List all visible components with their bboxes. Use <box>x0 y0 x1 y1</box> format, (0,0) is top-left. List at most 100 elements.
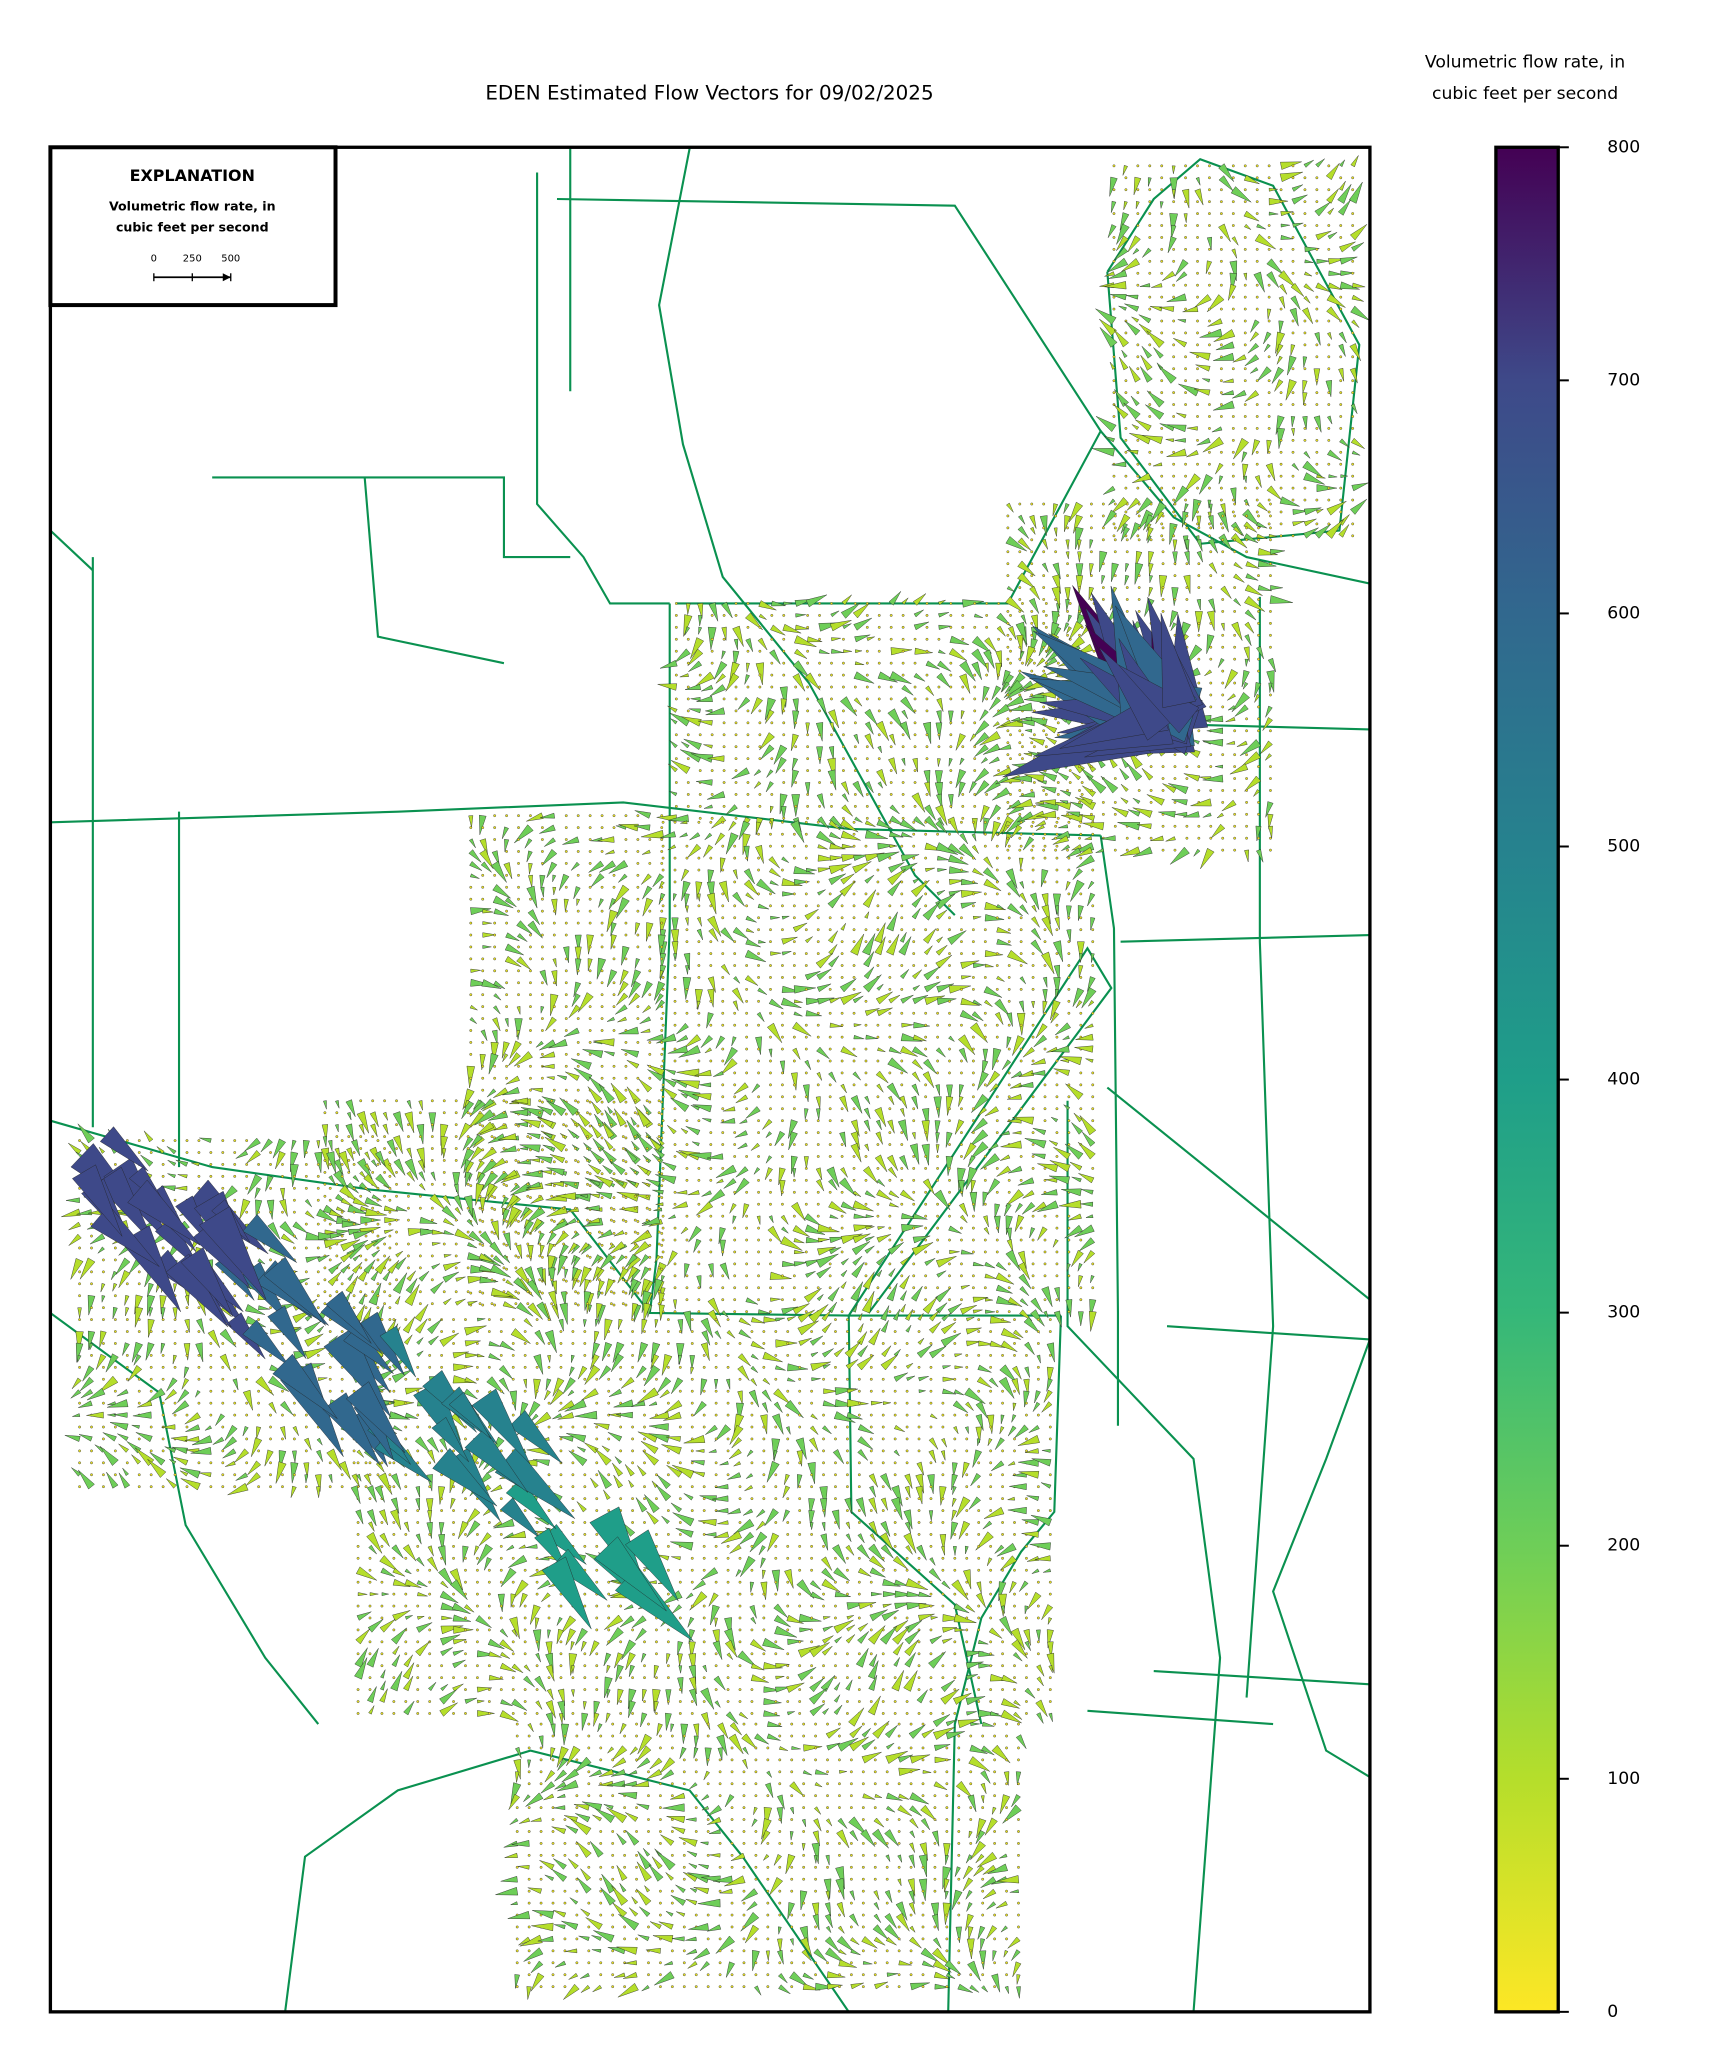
flow-vector <box>888 994 901 1004</box>
flow-vector <box>567 1242 578 1254</box>
flow-point <box>857 1413 861 1417</box>
flow-point <box>818 614 821 617</box>
flow-vector <box>656 1137 665 1147</box>
flow-point <box>666 1509 670 1512</box>
flow-point <box>418 1266 422 1270</box>
flow-vector <box>688 708 701 714</box>
flow-point <box>758 745 762 749</box>
flow-vector <box>1070 801 1084 809</box>
flow-vector <box>972 1261 984 1267</box>
flow-point <box>586 1099 589 1103</box>
flow-vector <box>979 731 1001 746</box>
flow-point <box>995 880 999 884</box>
flow-vector <box>596 1191 613 1200</box>
flow-point <box>660 1017 664 1020</box>
flow-point <box>770 793 774 796</box>
flow-vector <box>984 637 997 652</box>
flow-point <box>624 1232 628 1235</box>
flow-vector <box>1087 892 1096 907</box>
flow-vector <box>858 1602 877 1610</box>
flow-vector <box>542 1063 555 1069</box>
flow-point <box>997 816 1000 820</box>
flow-vector <box>864 830 888 839</box>
flow-vector <box>829 855 844 861</box>
flow-point <box>487 1521 491 1524</box>
flow-vector <box>823 1616 831 1620</box>
flow-vector <box>756 1520 766 1531</box>
flow-vector <box>547 1355 551 1363</box>
flow-vector <box>958 843 977 860</box>
flow-point <box>541 909 544 913</box>
flow-vector <box>1023 1390 1030 1408</box>
flow-point <box>893 1473 897 1477</box>
flow-vector <box>912 1235 931 1244</box>
flow-point <box>505 1064 508 1068</box>
flow-point <box>745 1226 749 1230</box>
flow-point <box>1067 856 1071 860</box>
flow-point <box>541 1124 544 1128</box>
flow-point <box>552 921 556 925</box>
flow-vector <box>792 1168 797 1178</box>
flow-point <box>490 1218 494 1222</box>
flow-vector <box>781 951 792 956</box>
flow-vector <box>487 1133 506 1144</box>
flow-point <box>588 885 592 889</box>
flow-point <box>757 892 760 896</box>
flow-vector <box>775 1365 786 1371</box>
flow-vector <box>333 1159 344 1176</box>
flow-point <box>948 1023 951 1027</box>
flow-point <box>828 1190 832 1194</box>
flow-vector <box>414 1304 429 1322</box>
flow-point <box>505 885 508 889</box>
flow-point <box>526 1194 530 1198</box>
flow-vector <box>426 1436 440 1453</box>
flow-point <box>852 1178 856 1182</box>
flow-point <box>356 1461 360 1465</box>
flow-point <box>469 1291 473 1295</box>
flow-point <box>757 1095 760 1099</box>
flow-vector <box>670 1541 694 1551</box>
flow-point <box>487 1604 491 1608</box>
flow-vector <box>479 1197 486 1214</box>
flow-point <box>869 1461 873 1465</box>
flow-vector <box>520 1119 541 1129</box>
flow-point <box>816 1202 820 1206</box>
flow-point <box>714 1437 718 1441</box>
flow-point <box>745 1047 749 1051</box>
flow-point <box>666 1365 670 1369</box>
flow-vector <box>526 812 544 822</box>
flow-point <box>853 757 857 761</box>
flow-point <box>1013 1449 1016 1453</box>
flow-point <box>810 1604 813 1608</box>
flow-point <box>1036 1509 1040 1512</box>
flow-vector <box>840 1258 849 1266</box>
flow-point <box>774 1544 778 1548</box>
flow-vector <box>564 1268 569 1279</box>
flow-vector <box>571 1231 580 1240</box>
flow-point <box>983 1202 987 1206</box>
flow-point <box>869 1509 873 1512</box>
flow-vector <box>793 1261 808 1267</box>
flow-point <box>792 916 796 920</box>
flow-point <box>973 721 977 725</box>
flow-point <box>893 1389 897 1393</box>
flow-vector <box>648 1401 658 1406</box>
flow-vector <box>864 874 875 884</box>
flow-vector <box>705 707 726 716</box>
flow-vector <box>371 1194 382 1201</box>
flow-vector <box>591 1254 602 1267</box>
flow-vector <box>1019 976 1026 985</box>
flow-point <box>757 856 760 860</box>
flow-vector <box>1036 1354 1041 1364</box>
flow-point <box>636 1041 640 1044</box>
flow-point <box>674 614 678 617</box>
flow-point <box>529 1291 532 1295</box>
flow-point <box>564 957 568 961</box>
flow-point <box>710 816 714 820</box>
flow-point <box>621 1147 625 1150</box>
flow-vector <box>828 1178 838 1191</box>
flow-point <box>633 1218 637 1222</box>
flow-point <box>798 1592 802 1596</box>
flow-vector <box>864 1143 870 1152</box>
flow-point <box>769 1011 772 1015</box>
